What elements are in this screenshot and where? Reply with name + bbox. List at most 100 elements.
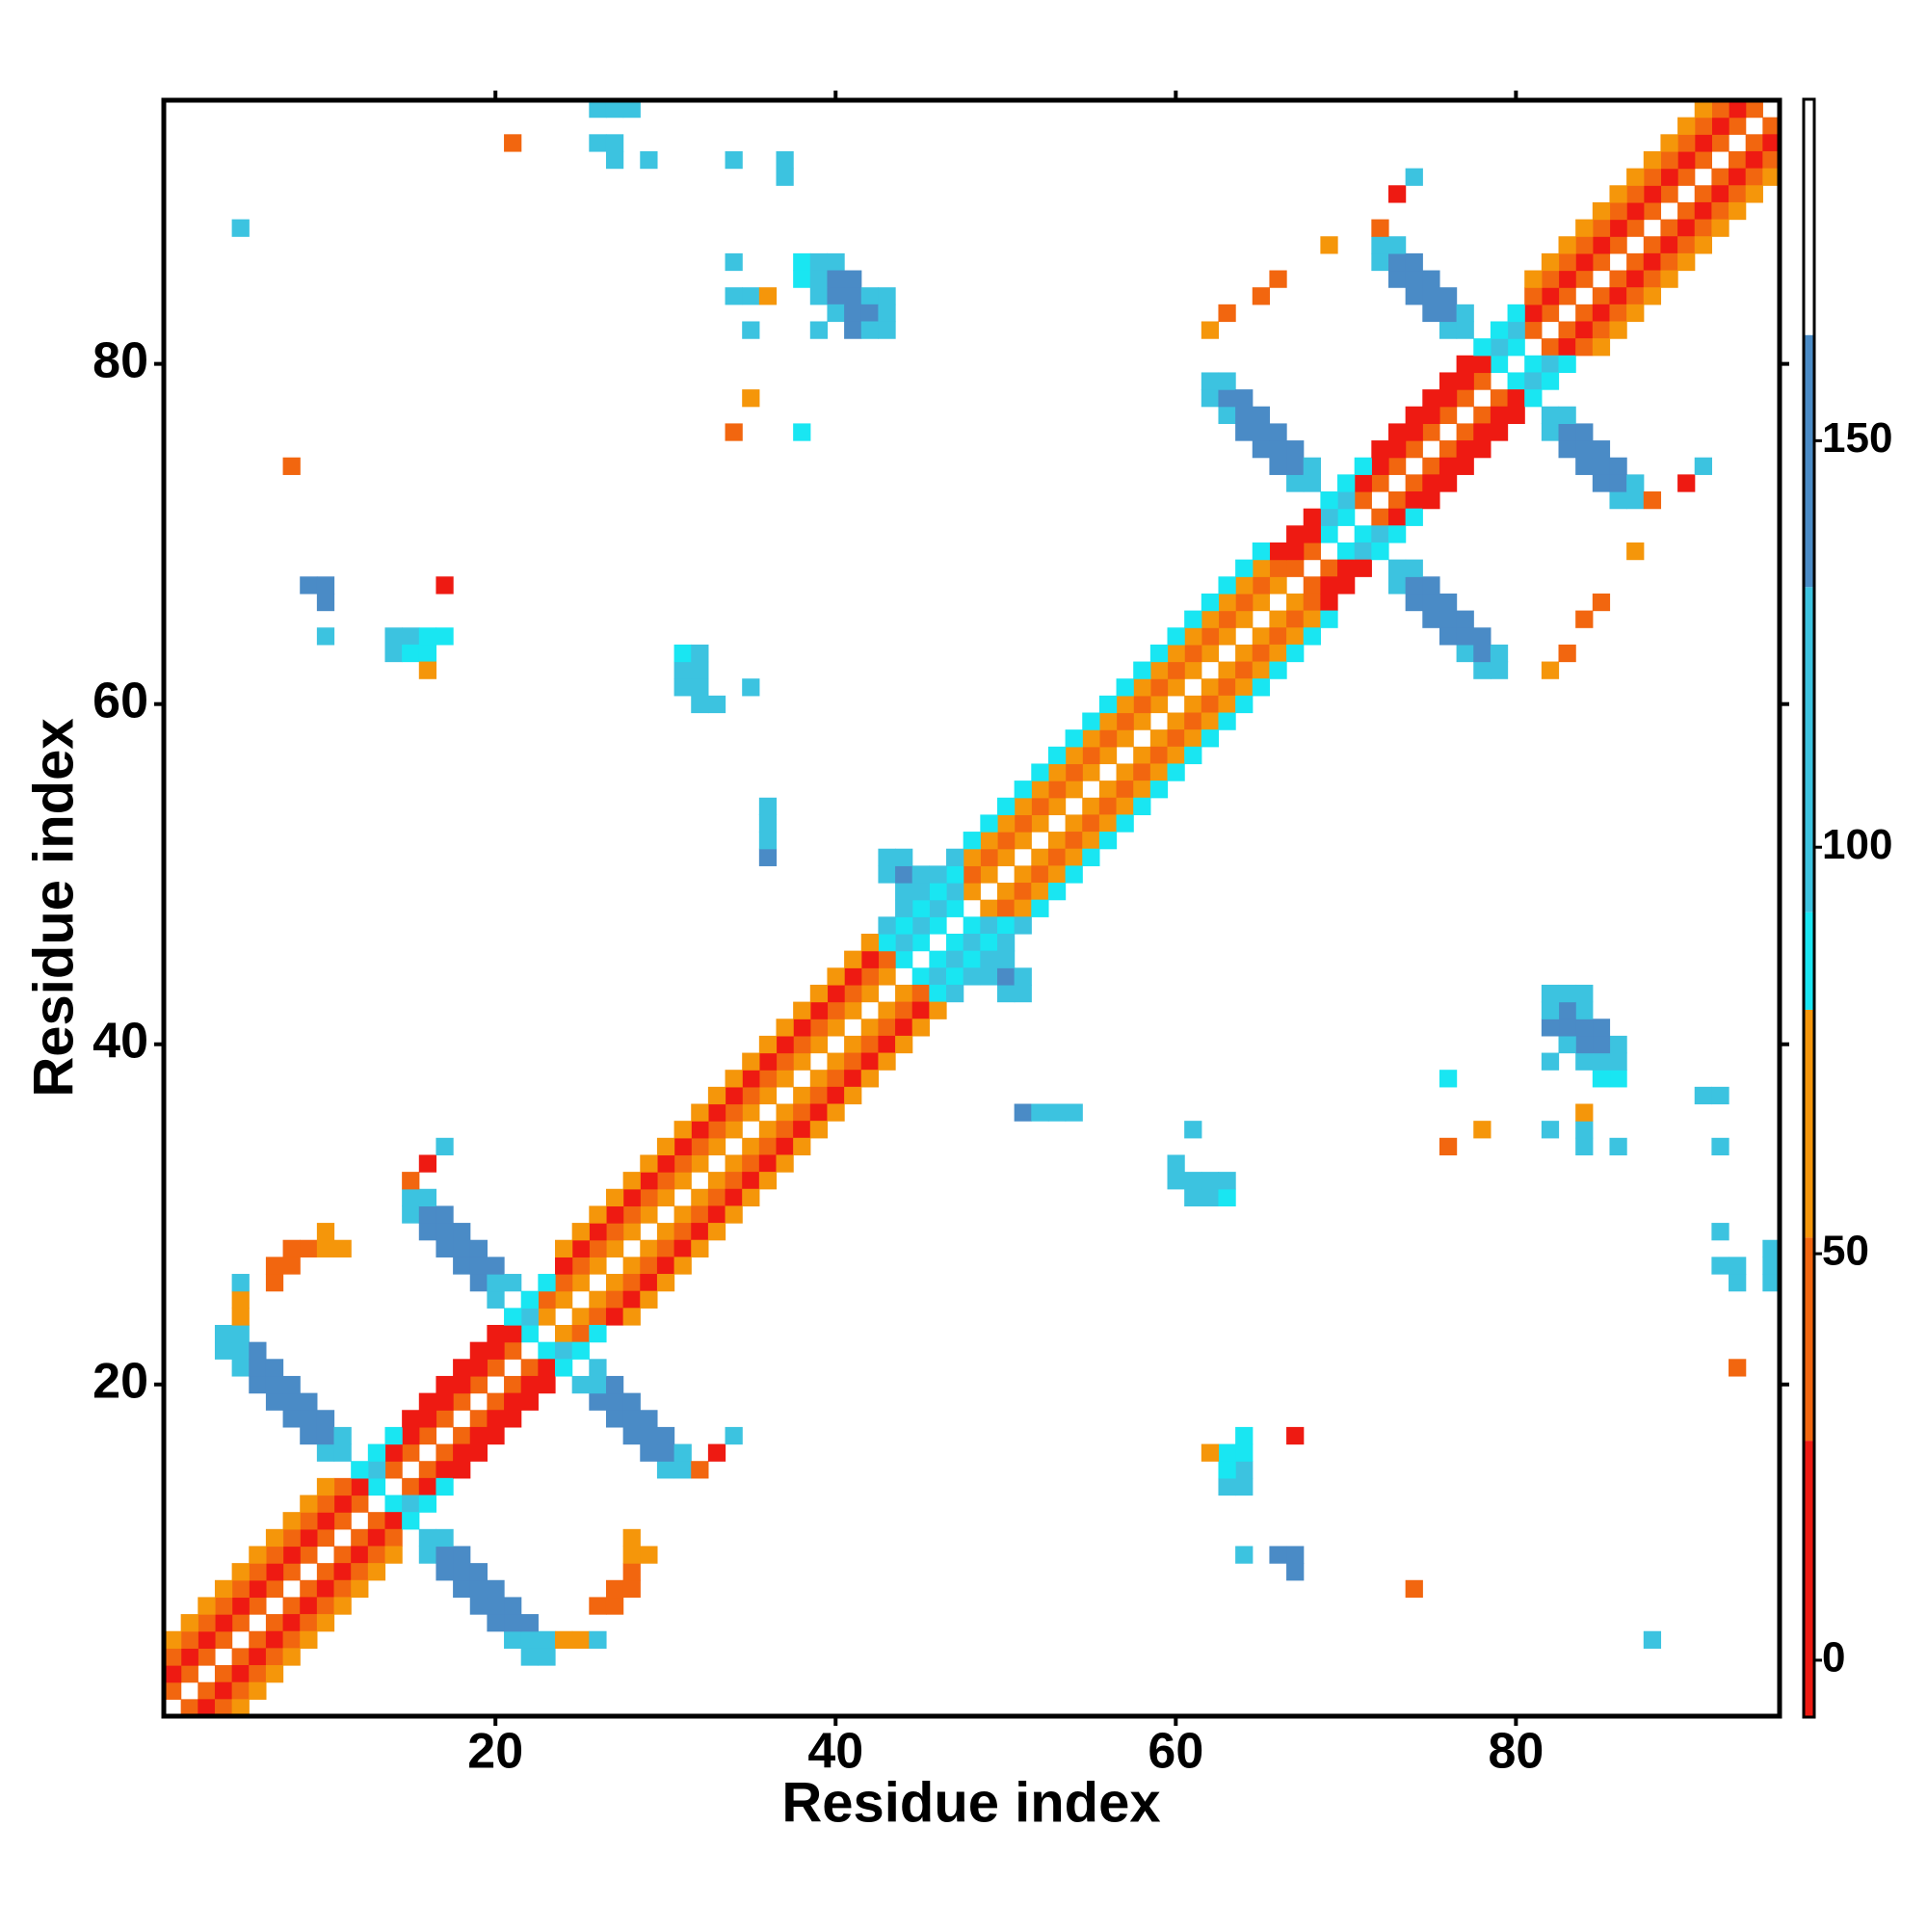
heatmap-cell bbox=[1201, 729, 1220, 748]
heatmap-cell bbox=[860, 950, 880, 968]
heatmap-cell bbox=[1677, 252, 1696, 272]
heatmap-cell bbox=[436, 1461, 454, 1479]
heatmap-cell bbox=[453, 1563, 471, 1581]
heatmap-cell bbox=[1269, 1546, 1287, 1564]
heatmap-cell bbox=[1371, 440, 1389, 459]
heatmap-cell bbox=[929, 1001, 947, 1019]
heatmap-cell bbox=[538, 1359, 556, 1377]
heatmap-cell bbox=[742, 287, 760, 305]
heatmap-cell bbox=[1592, 440, 1611, 459]
heatmap-cell bbox=[1422, 270, 1440, 288]
heatmap-cell bbox=[436, 627, 454, 646]
heatmap-cell bbox=[605, 1223, 624, 1241]
heatmap-cell bbox=[1303, 627, 1321, 646]
heatmap-cell bbox=[673, 1443, 692, 1462]
heatmap-cell bbox=[436, 1392, 454, 1411]
heatmap-cell bbox=[571, 1375, 590, 1394]
heatmap-cell bbox=[793, 1121, 811, 1139]
heatmap-cell bbox=[1184, 661, 1202, 679]
heatmap-cell bbox=[1541, 355, 1560, 374]
heatmap-cell bbox=[504, 1392, 522, 1411]
heatmap-cell bbox=[1387, 576, 1407, 595]
heatmap-cell bbox=[351, 1528, 369, 1548]
heatmap-cell bbox=[487, 1597, 505, 1615]
heatmap-cell bbox=[605, 1375, 624, 1394]
heatmap-cell bbox=[469, 1579, 488, 1599]
heatmap-cell bbox=[333, 1546, 352, 1564]
heatmap-cell bbox=[1694, 150, 1712, 170]
heatmap-cell bbox=[265, 1614, 284, 1632]
heatmap-cell bbox=[1065, 746, 1083, 765]
heatmap-cell bbox=[1235, 695, 1254, 714]
heatmap-cell bbox=[1387, 457, 1407, 475]
heatmap-cell bbox=[487, 1324, 505, 1343]
heatmap-cell bbox=[402, 1205, 420, 1224]
heatmap-cell bbox=[1014, 883, 1032, 901]
heatmap-cell bbox=[1609, 1052, 1627, 1071]
heatmap-cell bbox=[180, 1614, 198, 1632]
heatmap-cell bbox=[589, 1257, 607, 1275]
heatmap-cell bbox=[1711, 1086, 1729, 1105]
heatmap-cell bbox=[1575, 440, 1594, 459]
heatmap-cell bbox=[1371, 252, 1389, 272]
heatmap-cell bbox=[282, 1630, 301, 1649]
heatmap-cell bbox=[622, 1274, 641, 1292]
heatmap-cell bbox=[1490, 321, 1509, 339]
heatmap-cell bbox=[673, 661, 692, 679]
heatmap-cell bbox=[333, 1563, 352, 1581]
heatmap-cell bbox=[1167, 678, 1185, 697]
heatmap-cell bbox=[1473, 440, 1491, 459]
heatmap-cell bbox=[487, 1359, 505, 1377]
heatmap-cell bbox=[1626, 542, 1645, 561]
heatmap-cell bbox=[1252, 559, 1271, 577]
heatmap-cell bbox=[1626, 304, 1645, 323]
heatmap-cell bbox=[1201, 627, 1220, 646]
heatmap-cell bbox=[1014, 899, 1032, 917]
heatmap-cell bbox=[707, 1103, 726, 1122]
heatmap-cell bbox=[282, 1512, 301, 1530]
heatmap-cell bbox=[1422, 576, 1440, 595]
heatmap-cell bbox=[384, 1546, 403, 1564]
heatmap-cell bbox=[1626, 474, 1645, 492]
heatmap-cell bbox=[656, 1188, 675, 1207]
heatmap-cell bbox=[1439, 304, 1458, 323]
heatmap-cell bbox=[1422, 406, 1440, 424]
heatmap-cell bbox=[809, 1086, 829, 1105]
heatmap-cell bbox=[1439, 440, 1458, 459]
x-axis-title: Residue index bbox=[781, 1771, 1160, 1834]
heatmap-cell bbox=[1456, 321, 1474, 339]
heatmap-cell bbox=[758, 848, 778, 866]
heatmap-cell bbox=[1626, 287, 1645, 305]
heatmap-cell bbox=[1252, 287, 1271, 305]
heatmap-cell bbox=[844, 967, 862, 986]
heatmap-cell bbox=[1609, 491, 1627, 510]
heatmap-cell bbox=[827, 1001, 845, 1019]
heatmap-cell bbox=[1184, 1121, 1202, 1139]
heatmap-cell bbox=[231, 1597, 250, 1615]
heatmap-cell bbox=[1082, 729, 1100, 748]
heatmap-cell bbox=[1762, 1274, 1781, 1292]
heatmap-cell bbox=[453, 1257, 471, 1275]
heatmap-cell bbox=[316, 1512, 335, 1530]
heatmap-cell bbox=[1558, 1019, 1576, 1037]
heatmap-cell bbox=[827, 1103, 845, 1122]
heatmap-cell bbox=[1387, 559, 1407, 577]
heatmap-cell bbox=[1116, 712, 1134, 730]
heatmap-cell bbox=[1235, 644, 1254, 663]
heatmap-cell bbox=[1541, 1121, 1560, 1139]
heatmap-cell bbox=[1047, 1103, 1067, 1122]
heatmap-cell bbox=[1575, 423, 1594, 441]
heatmap-cell bbox=[1133, 763, 1151, 781]
heatmap-cell bbox=[436, 1546, 454, 1564]
heatmap-cell bbox=[1031, 781, 1049, 799]
heatmap-cell bbox=[691, 1103, 709, 1122]
heatmap-cell bbox=[487, 1341, 505, 1360]
heatmap-cell bbox=[1235, 1426, 1254, 1445]
heatmap-cell bbox=[1456, 372, 1474, 390]
heatmap-cell bbox=[555, 1257, 573, 1275]
heatmap-cell bbox=[1065, 814, 1083, 833]
heatmap-cell bbox=[231, 1274, 250, 1292]
heatmap-cell bbox=[640, 1443, 658, 1462]
heatmap-cell bbox=[231, 1579, 250, 1599]
heatmap-cell bbox=[282, 1648, 301, 1666]
